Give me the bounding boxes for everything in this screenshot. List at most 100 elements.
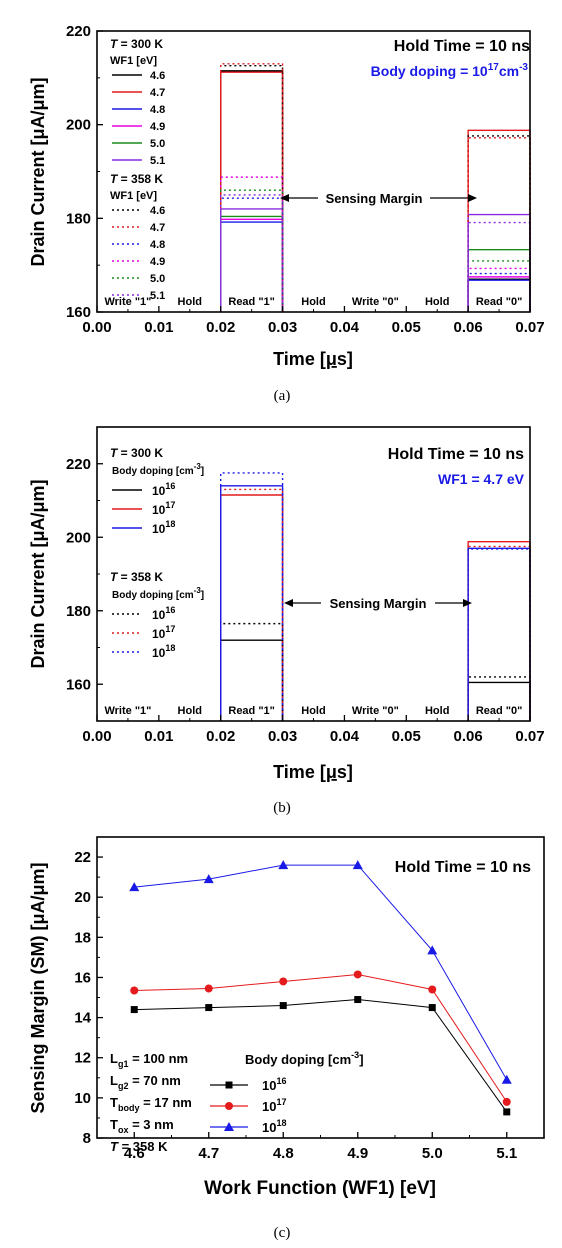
panel-c-param-label: Lg1 = 100 nm: [110, 1051, 188, 1069]
panel-a-pulse-line: [467, 129, 531, 312]
panel-a-legend-subheader: WF1 [eV]: [110, 190, 157, 202]
panel-c-param-label: Lg2 = 70 nm: [110, 1073, 181, 1091]
panel-a-legend-label: 4.6: [150, 70, 165, 82]
panel-a-legend-label: 4.6: [150, 205, 165, 217]
panel-b-legend-label: 1017: [152, 500, 175, 517]
panel-b-legend-label: 1016: [152, 481, 175, 498]
panel-a-legend-label: 4.9: [150, 256, 165, 268]
panel-c-param-label: Tbody = 17 nm: [110, 1095, 192, 1113]
panel-c-ytick-label: 10: [74, 1090, 91, 1107]
panel-c-legend-marker: [225, 1102, 233, 1110]
panel-b-sensing-margin-annotation: Sensing Margin: [284, 595, 472, 611]
panel-b-pulse-line: [220, 472, 284, 721]
panel-c-data-point: [279, 977, 288, 986]
panel-b-xtick-label: 0.03: [268, 728, 297, 745]
panel-a-legend-label: 4.7: [150, 222, 165, 234]
panel-c-data-point: [129, 882, 140, 892]
panel-b-pulses: [220, 472, 531, 721]
panel-a-xtick-label: 0.06: [454, 319, 483, 336]
panel-c-data-point: [279, 1002, 287, 1010]
panel-b-caption: (b): [273, 800, 291, 816]
panel-b-pulse-line: [467, 676, 531, 721]
panel-c-data-point: [130, 986, 139, 995]
panel-c-data-point: [205, 1004, 213, 1012]
panel-b-ylabel: Drain Current [μA/μm]: [28, 479, 48, 668]
panel-c-data-point: [352, 860, 363, 870]
panel-c-series-line: [134, 864, 508, 1081]
panel-c-legend-title: Body doping [cm-3]: [245, 1050, 364, 1067]
panel-a-legend-subheader: WF1 [eV]: [110, 55, 157, 67]
panel-c-data-point: [354, 996, 362, 1004]
panel-c-data-point: [502, 1097, 511, 1106]
panel-c-title: Hold Time = 10 ns: [395, 859, 531, 876]
panel-b-phase-label: Write "1": [104, 705, 151, 717]
panel-b-pulse-line: [467, 545, 531, 721]
panel-a-xtick-label: 0.02: [206, 319, 235, 336]
panel-b-phase-label: Write "0": [352, 705, 399, 717]
panel-a-ytick-label: 180: [66, 210, 91, 227]
panel-b-legend-label: 1016: [152, 605, 175, 622]
panel-b-xtick-label: 0.01: [144, 728, 173, 745]
panel-a-phase-label: Write "1": [104, 296, 151, 308]
panel-a-ytick-label: 220: [66, 23, 91, 40]
panel-b-phase-label: Read "1": [228, 705, 275, 717]
panel-c-data-point: [278, 860, 289, 870]
panel-a-phase-label: Hold: [178, 296, 202, 308]
panel-b-subtitle: WF1 = 4.7 eV: [438, 471, 525, 487]
panel-a-pulse-line: [220, 64, 284, 312]
panel-b-legend-subheader: Body doping [cm-3]: [112, 462, 204, 477]
panel-b-ytick-label: 160: [66, 676, 91, 693]
panel-b-xlabel: Time [μs]: [273, 762, 353, 782]
panel-b-ytick-label: 180: [66, 603, 91, 620]
panel-c-data-point: [353, 970, 362, 979]
panel-c-chart: 4.6 4.7 4.8 4.9 5.0 5.1 8 10 12 14 16 18 20 22 Hold T…: [28, 836, 545, 1241]
panel-c-ytick-label: 14: [74, 1010, 91, 1027]
panel-a-legend-header: T = 300 K: [110, 37, 163, 51]
panel-a-legend-label: 4.8: [150, 104, 165, 116]
panel-b-phase-label: Hold: [301, 705, 325, 717]
panel-a-legend: T = 300 K WF1 [eV] 4.6 4.7 4.8 4.9 5.0 5.1 T = 3…: [110, 37, 165, 302]
panel-a-xtick-label: 0.03: [268, 319, 297, 336]
panel-b-xtick-label: 0.04: [330, 728, 360, 745]
panel-c-xtick-label: 5.1: [496, 1145, 517, 1162]
panel-a-phase-label: Hold: [425, 296, 449, 308]
panel-b-phase-label: Hold: [425, 705, 449, 717]
panel-a-annotation-label: Sensing Margin: [326, 191, 423, 206]
panel-a-xtick-label: 0.00: [82, 319, 111, 336]
panel-a-caption: (a): [274, 388, 291, 404]
panel-b-xtick-label: 0.07: [515, 728, 544, 745]
panel-a-chart: 0.00 0.01 0.02 0.03 0.04 0.05 0.06 0.07 160 180 20…: [28, 23, 545, 404]
panel-b-legend-label: 1017: [152, 624, 175, 641]
panel-a-sensing-margin-annotation: Sensing Margin: [280, 190, 477, 206]
panel-c-caption: (c): [274, 1225, 291, 1241]
panel-b-annotation-label: Sensing Margin: [330, 596, 427, 611]
panel-b-xtick-label: 0.06: [454, 728, 483, 745]
panel-c-series-line: [134, 999, 508, 1113]
panel-a-ytick-label: 200: [66, 117, 91, 134]
panel-b-legend-header: T = 300 K: [110, 446, 163, 460]
panel-c-xtick-label: 4.8: [273, 1145, 294, 1162]
panel-b-legend-label: 1018: [152, 519, 175, 536]
panel-b-legend-subheader: Body doping [cm-3]: [112, 586, 204, 601]
panel-b-xtick-label: 0.00: [82, 728, 111, 745]
panel-c-legend-label: 1017: [262, 1097, 286, 1114]
panel-a-xlabel: Time [μs]: [273, 349, 353, 369]
panel-c-legend-marker: [224, 1122, 234, 1131]
panel-c-ytick-label: 12: [74, 1050, 91, 1067]
panel-a-pulse-line: [220, 197, 284, 312]
panel-c-data-point: [204, 984, 213, 993]
panel-c-xtick-label: 5.0: [422, 1145, 443, 1162]
panel-b-pulse-line: [220, 488, 284, 721]
panel-b-pulse-line: [467, 547, 531, 721]
panel-a-phase-label: Read "1": [228, 296, 275, 308]
panel-c-param-label: Tox = 3 nm: [110, 1117, 174, 1135]
panel-a-xtick-label: 0.04: [330, 319, 360, 336]
panel-c-series: [129, 860, 512, 1116]
panel-a-legend-label: 4.7: [150, 87, 165, 99]
panel-c-data-point: [501, 1074, 512, 1084]
panel-a-title: Hold Time = 10 ns: [394, 38, 530, 55]
panel-c-series-line: [134, 973, 508, 1103]
panel-b-xtick-label: 0.05: [392, 728, 421, 745]
panel-c-xtick-label: 4.7: [198, 1145, 219, 1162]
